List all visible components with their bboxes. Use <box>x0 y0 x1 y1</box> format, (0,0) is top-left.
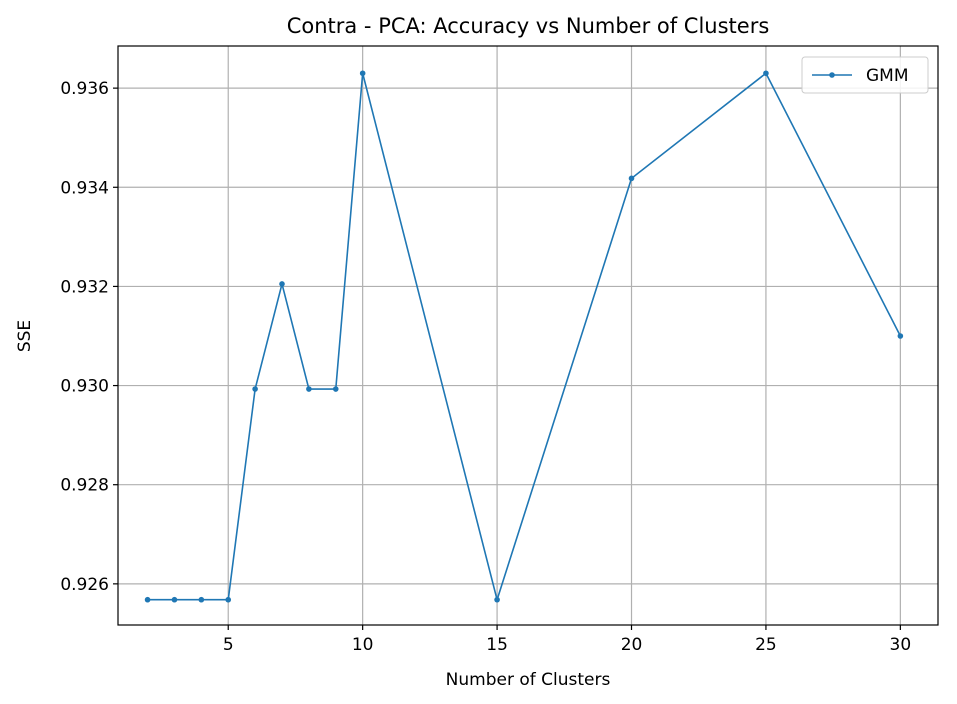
y-tick-label: 0.932 <box>60 277 109 297</box>
y-tick-label: 0.930 <box>60 377 109 397</box>
data-point <box>359 70 366 77</box>
data-point <box>494 596 500 603</box>
legend-marker-gmm <box>829 72 835 78</box>
y-tick-label: 0.926 <box>60 575 109 595</box>
data-point <box>332 386 339 392</box>
plot-area-frame <box>117 45 939 626</box>
x-tick-label: 30 <box>890 635 912 655</box>
x-axis-title: Number of Clusters <box>446 670 611 690</box>
data-point <box>225 596 232 603</box>
x-tick-label: 5 <box>223 635 234 655</box>
data-point <box>279 281 285 287</box>
y-tick-label: 0.934 <box>60 178 109 198</box>
x-tick-label: 20 <box>621 635 643 655</box>
series-layer <box>144 70 904 603</box>
y-tick-label: 0.936 <box>60 79 109 99</box>
data-point <box>763 70 769 77</box>
y-tick-label: 0.928 <box>60 476 109 496</box>
legend-box <box>801 56 929 94</box>
data-point <box>306 386 312 392</box>
data-point <box>171 596 178 603</box>
legend-label-gmm: GMM <box>866 66 909 86</box>
data-point <box>144 596 151 603</box>
x-tick-label: 25 <box>755 635 777 655</box>
legend: GMM <box>801 56 929 94</box>
y-axis-title: SSE <box>15 320 35 352</box>
x-tick-label: 15 <box>486 635 508 655</box>
data-point <box>252 386 258 392</box>
data-point <box>897 333 904 339</box>
data-point <box>198 596 205 603</box>
x-tick-label: 10 <box>352 635 374 655</box>
chart-title: Contra - PCA: Accuracy vs Number of Clus… <box>287 14 770 38</box>
ticks: 5 10 15 20 25 30 0.926 0.928 0.930 0.932 0.934 0.93… <box>60 79 911 655</box>
data-point <box>628 175 635 182</box>
